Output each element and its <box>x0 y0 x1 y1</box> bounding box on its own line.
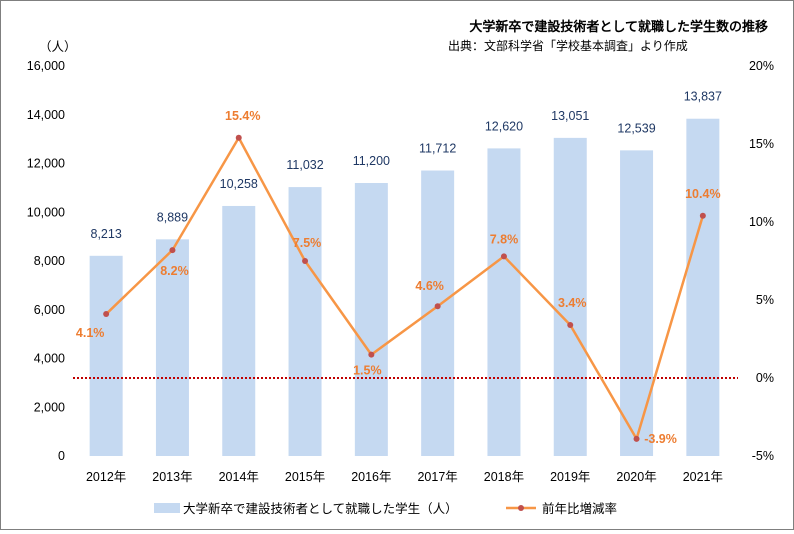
y-right-tick-label: -5% <box>752 449 774 463</box>
line-point <box>699 212 706 219</box>
x-tick-label: 2015年 <box>285 470 325 484</box>
line-value-label: 8.2% <box>160 264 189 278</box>
x-tick-label: 2019年 <box>550 470 590 484</box>
line-series-path <box>105 136 705 441</box>
y-left-tick-label: 12,000 <box>27 157 65 171</box>
chart-title: 大学新卒で建設技術者として就職した学生数の推移 <box>469 19 768 34</box>
line-value-label: 10.4% <box>685 187 720 201</box>
bar <box>288 187 322 456</box>
bar-value-label: 8,889 <box>157 210 188 224</box>
bar-value-label: 11,712 <box>419 142 456 156</box>
bar <box>354 183 388 456</box>
y-right-tick-label: 0% <box>756 371 774 385</box>
line-point <box>434 303 441 310</box>
bar <box>222 205 256 456</box>
line-value-label: 7.8% <box>490 232 519 246</box>
bar-value-label: 11,200 <box>353 154 390 168</box>
bar-value-label: 13,837 <box>684 90 722 104</box>
line-value-label: 1.5% <box>353 364 382 378</box>
legend-line-label: 前年比増減率 <box>542 501 617 516</box>
line-point <box>169 247 176 254</box>
bar-value-label: 11,032 <box>286 158 323 172</box>
x-axis: 2012年 2013年 2014年 2015年 2016年 2017年 2018年 2019年… <box>86 470 723 484</box>
legend: 大学新卒で建設技術者として就職した学生（人） 前年比増減率 <box>154 501 617 516</box>
y-right-tick-label: 20% <box>749 59 774 73</box>
line-value-label: 7.5% <box>293 236 322 250</box>
bar-value-label: 12,620 <box>485 119 523 133</box>
x-tick-label: 2013年 <box>152 470 192 484</box>
line-value-label: 15.4% <box>225 109 260 123</box>
bar-value-label: 10,258 <box>220 177 258 191</box>
bar <box>487 148 521 456</box>
y-right-tick-label: 5% <box>756 293 774 307</box>
legend-line-marker <box>518 505 524 511</box>
line-point <box>567 321 574 328</box>
bar <box>620 150 654 456</box>
line-value-label: 4.1% <box>76 326 105 340</box>
line-value-label: 3.4% <box>558 296 587 310</box>
line-series: 4.1% 8.2% 15.4% 7.5% 1.5% 4.6% 7.8% 3.4% -3.9% 10… <box>76 109 721 446</box>
legend-bar-label: 大学新卒で建設技術者として就職した学生（人） <box>183 501 458 516</box>
x-tick-label: 2017年 <box>417 470 457 484</box>
bar-value-label: 13,051 <box>551 109 589 123</box>
bar <box>155 239 189 456</box>
bar <box>686 118 720 457</box>
bar-value-label: 12,539 <box>617 121 655 135</box>
y-left-tick-label: 4,000 <box>34 352 65 366</box>
bar-series <box>89 118 720 457</box>
legend-bar-swatch <box>154 503 180 513</box>
bar-value-label: 8,213 <box>91 227 122 241</box>
y-left-tick-label: 14,000 <box>27 108 65 122</box>
x-tick-label: 2014年 <box>219 470 259 484</box>
bar <box>553 137 587 456</box>
x-tick-label: 2012年 <box>86 470 126 484</box>
y-left-unit-label: （人） <box>39 40 77 54</box>
x-tick-label: 2018年 <box>484 470 524 484</box>
chart-subtitle: 出典：文部科学省「学校基本調査」より作成 <box>448 38 688 53</box>
line-point <box>500 253 507 260</box>
bar-data-labels: 8,213 8,889 10,258 11,032 11,200 11,712 12,620… <box>91 90 723 241</box>
line-point <box>302 258 309 264</box>
y-left-axis: 0 2,000 4,000 6,000 8,000 10,000 12,000 14,000 1… <box>27 59 65 463</box>
y-left-tick-label: 16,000 <box>27 59 65 73</box>
line-point <box>235 134 242 141</box>
x-tick-label: 2020年 <box>616 470 656 484</box>
y-right-axis: -5% 0% 5% 10% 15% 20% <box>749 59 774 463</box>
line-point <box>368 351 375 358</box>
y-right-tick-label: 10% <box>749 215 774 229</box>
y-left-tick-label: 10,000 <box>27 205 65 219</box>
y-left-tick-label: 8,000 <box>34 254 65 268</box>
bar <box>89 255 123 456</box>
y-left-tick-label: 0 <box>58 449 65 463</box>
line-value-label: -3.9% <box>644 432 677 446</box>
line-point <box>103 311 110 318</box>
x-tick-label: 2016年 <box>351 470 391 484</box>
line-point <box>633 435 640 442</box>
x-tick-label: 2021年 <box>683 470 723 484</box>
y-left-tick-label: 2,000 <box>34 400 65 414</box>
line-value-label: 4.6% <box>415 279 444 293</box>
y-left-tick-label: 6,000 <box>34 303 65 317</box>
y-right-tick-label: 15% <box>749 137 774 151</box>
